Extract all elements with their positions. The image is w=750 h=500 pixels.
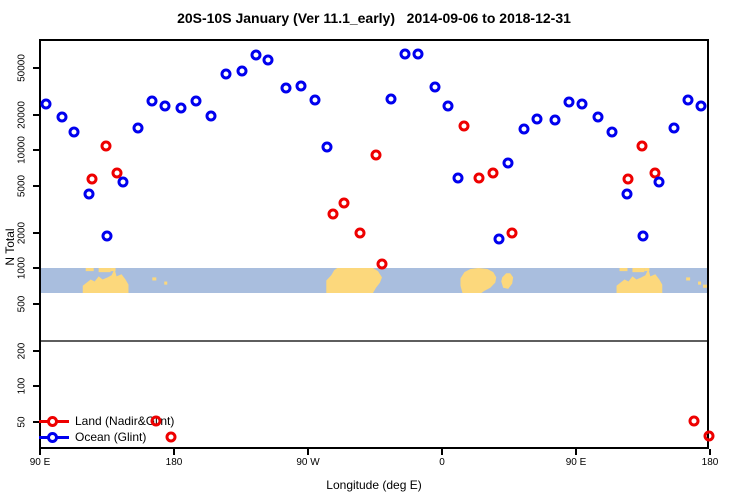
world-map-band: [41, 268, 707, 293]
x-tick-label: 90 W: [296, 457, 320, 468]
legend-land-symbol: [39, 413, 69, 429]
y-tick-mark: [33, 185, 39, 187]
x-tick-mark: [709, 449, 711, 455]
y-tick-mark: [33, 303, 39, 305]
y-tick-mark: [33, 113, 39, 116]
y-tick-mark: [33, 385, 39, 388]
legend-land-circle-icon: [47, 415, 58, 427]
x-tick-label: 180: [701, 457, 719, 468]
x-tick-mark: [575, 449, 577, 455]
y-tick-mark: [33, 149, 39, 152]
x-tick-mark: [173, 449, 175, 455]
plot-area: [39, 39, 709, 449]
legend-ocean-label: Ocean (Glint): [75, 430, 147, 444]
y-tick-mark: [33, 349, 39, 352]
x-tick-mark: [441, 449, 443, 455]
chart-title: 20S-10S January (Ver 11.1_early) 2014-09…: [177, 10, 571, 26]
reference-line: [41, 340, 707, 342]
legend-item-land: Land (Nadir&Glint): [39, 413, 259, 429]
legend: Land (Nadir&Glint) Ocean (Glint): [39, 413, 259, 445]
x-tick-mark: [307, 449, 309, 455]
legend-ocean-circle-icon: [47, 431, 58, 443]
y-tick-mark: [33, 67, 39, 69]
y-tick-mark: [33, 421, 39, 423]
y-tick-mark: [33, 231, 39, 234]
x-tick-label: 180: [165, 457, 183, 468]
x-tick-label: 90 E: [29, 457, 51, 468]
y-tick-mark: [33, 267, 39, 270]
legend-ocean-symbol: [39, 429, 69, 445]
x-tick-label: 90 E: [565, 457, 587, 468]
x-tick-label: 0: [439, 457, 445, 468]
x-tick-mark: [39, 449, 41, 455]
legend-item-ocean: Ocean (Glint): [39, 429, 259, 445]
x-axis-title: Longitude (deg E): [326, 478, 422, 492]
legend-land-label: Land (Nadir&Glint): [75, 414, 175, 428]
